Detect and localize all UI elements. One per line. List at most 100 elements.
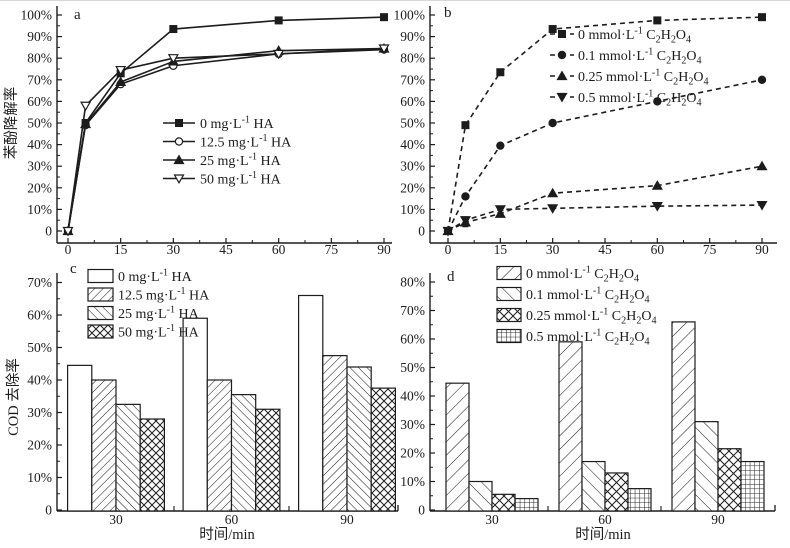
y-tick-label: 60% (400, 332, 425, 347)
data-line (447, 204, 763, 232)
panel-d-legend-item-2: 0.25 mmol·L-1 C2H2O4 (496, 307, 657, 327)
legend-label: 0.25 mmol·L-1 C2H2O4 (526, 307, 657, 327)
y-tick-label: 90% (400, 29, 425, 44)
panel-d-legend-item-1: 0.1 mmol·L-1 C2H2O4 (496, 286, 650, 306)
bar-90-series-3 (370, 387, 397, 512)
legend-swatch (496, 307, 522, 323)
panel-a-legend-item-0: 0 mg·L-1 HA (163, 115, 275, 132)
panel-a: 0 10% 20% 30% 40% 50% 60% 70% 80% 90% 100% 0 15 30 45 6… (3, 6, 392, 257)
legend-label: 0.1 mmol·L-1 C2H2O4 (578, 47, 702, 67)
y-tick-label: 10% (27, 470, 52, 485)
y-tick-label: 50% (400, 360, 425, 375)
y-tick-label: 50% (27, 116, 52, 131)
panel-b-legend-item-3: 0.5 mmol·L-1 C2H2O4 (550, 89, 702, 109)
legend-label: 0.5 mmol·L-1 C2H2O4 (526, 328, 650, 348)
x-tick-label: 15 (114, 242, 128, 257)
bar-60-series-0 (182, 317, 208, 512)
panel-b: 0 10% 20% 30% 40% 50% 60% 70% 80% 90% 100% 0 15 30 45 6… (394, 5, 777, 257)
panel-d-legend-item-0: 0 mmol·L-1 C2H2O4 (496, 265, 639, 285)
legend-label: 0.1 mmol·L-1 C2H2O4 (526, 286, 650, 306)
panel-a-legend-item-2: 25 mg·L-1 HA (163, 152, 282, 169)
data-line (447, 165, 763, 232)
y-tick-label: 70% (27, 275, 52, 290)
legend-label: 12.5 mg·L-1 HA (200, 133, 292, 150)
legend-label: 12.5 mg·L-1 HA (118, 286, 210, 303)
panel-d-legend-item-3: 0.5 mmol·L-1 C2H2O4 (496, 328, 650, 348)
x-tick-label: 90 (755, 242, 769, 257)
panel-letter: b (444, 5, 452, 21)
panel-b-series-0 (444, 13, 766, 236)
y-tick-label: 70% (400, 303, 425, 318)
y-tick-label: 10% (27, 202, 52, 217)
y-tick-label: 50% (27, 340, 52, 355)
x-tick-label: 60 (651, 242, 665, 257)
y-tick-label: 20% (400, 446, 425, 461)
legend-label: 25 mg·L-1 HA (200, 152, 282, 169)
y-tick-label: 90% (27, 29, 52, 44)
bar-90-series-2 (717, 448, 742, 512)
y-tick-label: 20% (27, 180, 52, 195)
legend-swatch (87, 305, 114, 321)
legend-label: 50 mg·L-1 HA (118, 323, 200, 340)
panel-a-legend-item-1: 12.5 mg·L-1 HA (163, 133, 292, 151)
y-tick-label: 40% (27, 137, 52, 152)
data-line (67, 47, 385, 232)
panel-letter: c (70, 261, 77, 277)
y-tick-label: 80% (400, 51, 425, 66)
y-tick-label: 0 (418, 224, 425, 239)
x-axis-title: 时间/min (575, 526, 631, 543)
x-category-label: 60 (598, 512, 612, 527)
x-category-label: 90 (711, 512, 725, 527)
y-tick-label: 70% (27, 72, 52, 87)
y-tick-label: 30% (400, 159, 425, 174)
panel-b-series-1 (443, 75, 767, 236)
data-line (67, 47, 385, 232)
y-tick-label: 70% (400, 72, 425, 87)
x-tick-label: 90 (377, 242, 391, 257)
legend-swatch (496, 286, 522, 302)
bar-60-series-0 (558, 341, 583, 512)
y-tick-label: 60% (27, 94, 52, 109)
panel-c-legend-item-0: 0 mg·L-1 HA (87, 268, 193, 285)
y-tick-label: 0 (45, 503, 52, 518)
legend-label: 0 mg·L-1 HA (200, 115, 275, 132)
bar-30-series-3 (514, 498, 539, 512)
y-tick-label: 0 (45, 224, 52, 239)
bar-60-series-1 (206, 379, 233, 512)
panel-c-legend-item-3: 50 mg·L-1 HA (87, 323, 200, 341)
legend-label: 0.5 mmol·L-1 C2H2O4 (578, 89, 702, 109)
panel-a-legend-item-3: 50 mg·L-1 HA (163, 170, 282, 188)
y-tick-label: 100% (394, 8, 426, 23)
x-tick-label: 15 (494, 242, 508, 257)
bar-60-series-2 (604, 472, 629, 512)
legend-label: 0 mmol·L-1 C2H2O4 (526, 265, 639, 285)
y-tick-label: 100% (21, 8, 53, 23)
y-tick-label: 30% (400, 417, 425, 432)
data-line (447, 16, 763, 232)
x-tick-label: 45 (598, 242, 612, 257)
bar-30-series-0 (66, 364, 93, 512)
panel-letter: a (74, 7, 81, 23)
x-axis-title: 时间/min (199, 526, 255, 543)
y-tick-label: 80% (400, 275, 425, 290)
x-tick-label: 45 (219, 242, 233, 257)
x-category-label: 30 (485, 512, 499, 527)
x-category-label: 90 (340, 512, 354, 527)
bar-60-series-3 (255, 408, 281, 512)
x-tick-label: 60 (272, 242, 286, 257)
panel-a-series-3 (62, 44, 390, 237)
x-tick-label: 30 (546, 242, 560, 257)
data-line (447, 79, 763, 232)
bar-30-series-3 (139, 418, 165, 512)
y-tick-label: 80% (27, 51, 52, 66)
bar-90-series-0 (298, 294, 324, 512)
y-tick-label: 40% (27, 373, 52, 388)
legend-label: 0 mg·L-1 HA (118, 268, 193, 285)
y-tick-label: 10% (400, 474, 425, 489)
bar-90-series-1 (694, 421, 719, 512)
bar-90-series-0 (671, 321, 696, 512)
legend-label: 25 mg·L-1 HA (118, 305, 200, 322)
panel-b-legend-item-1: 0.1 mmol·L-1 C2H2O4 (550, 47, 702, 67)
panel-c-legend-item-2: 25 mg·L-1 HA (87, 305, 200, 322)
